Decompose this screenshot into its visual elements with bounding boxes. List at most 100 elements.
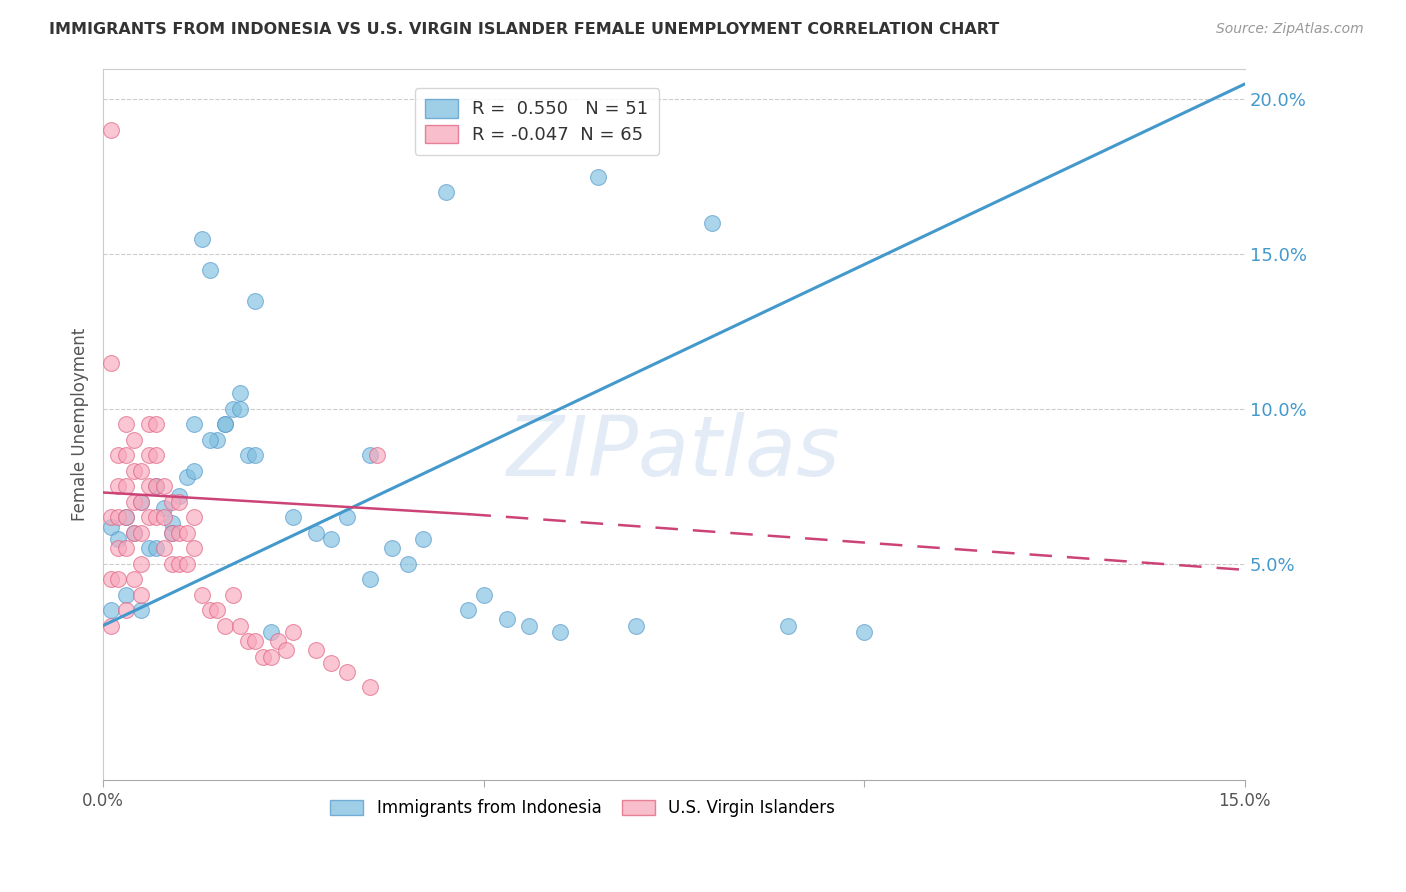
Point: [115, 603, 138, 617]
Point: [138, 541, 160, 556]
Point: [122, 572, 145, 586]
Point: [495, 612, 517, 626]
Point: [145, 417, 167, 432]
Point: [198, 603, 221, 617]
Point: [412, 532, 434, 546]
Point: [107, 541, 129, 556]
Point: [122, 525, 145, 540]
Point: [153, 500, 176, 515]
Point: [160, 557, 183, 571]
Point: [274, 643, 297, 657]
Point: [107, 510, 129, 524]
Point: [107, 532, 129, 546]
Point: [221, 588, 243, 602]
Point: [122, 525, 145, 540]
Point: [191, 588, 214, 602]
Point: [138, 417, 160, 432]
Point: [336, 665, 359, 679]
Point: [115, 588, 138, 602]
Point: [517, 618, 540, 632]
Point: [245, 634, 267, 648]
Point: [176, 525, 198, 540]
Point: [160, 525, 183, 540]
Point: [160, 495, 183, 509]
Point: [259, 649, 281, 664]
Point: [107, 479, 129, 493]
Point: [160, 525, 183, 540]
Point: [229, 401, 252, 416]
Point: [359, 572, 381, 586]
Point: [167, 495, 190, 509]
Point: [236, 448, 259, 462]
Point: [115, 510, 138, 524]
Point: [100, 123, 122, 137]
Point: [321, 532, 343, 546]
Y-axis label: Female Unemployment: Female Unemployment: [72, 327, 89, 521]
Point: [115, 541, 138, 556]
Point: [145, 541, 167, 556]
Point: [107, 448, 129, 462]
Point: [153, 541, 176, 556]
Point: [145, 479, 167, 493]
Point: [100, 618, 122, 632]
Point: [115, 510, 138, 524]
Point: [145, 479, 167, 493]
Point: [214, 417, 236, 432]
Point: [129, 603, 152, 617]
Point: [267, 634, 290, 648]
Point: [183, 510, 205, 524]
Point: [138, 479, 160, 493]
Point: [283, 624, 305, 639]
Point: [183, 464, 205, 478]
Point: [160, 516, 183, 531]
Point: [359, 448, 381, 462]
Point: [100, 572, 122, 586]
Point: [153, 510, 176, 524]
Point: [457, 603, 479, 617]
Point: [245, 448, 267, 462]
Point: [198, 433, 221, 447]
Point: [100, 510, 122, 524]
Point: [183, 541, 205, 556]
Point: [115, 479, 138, 493]
Point: [167, 557, 190, 571]
Point: [305, 525, 328, 540]
Point: [336, 510, 359, 524]
Point: [245, 293, 267, 308]
Point: [167, 525, 190, 540]
Point: [252, 649, 274, 664]
Point: [207, 433, 229, 447]
Point: [145, 510, 167, 524]
Point: [381, 541, 404, 556]
Point: [191, 232, 214, 246]
Text: IMMIGRANTS FROM INDONESIA VS U.S. VIRGIN ISLANDER FEMALE UNEMPLOYMENT CORRELATIO: IMMIGRANTS FROM INDONESIA VS U.S. VIRGIN…: [49, 22, 1000, 37]
Point: [176, 470, 198, 484]
Point: [107, 572, 129, 586]
Point: [122, 495, 145, 509]
Point: [129, 557, 152, 571]
Point: [129, 495, 152, 509]
Point: [138, 448, 160, 462]
Point: [778, 618, 800, 632]
Point: [100, 519, 122, 533]
Point: [100, 603, 122, 617]
Point: [207, 603, 229, 617]
Point: [396, 557, 419, 571]
Point: [167, 489, 190, 503]
Point: [129, 464, 152, 478]
Point: [472, 588, 495, 602]
Point: [183, 417, 205, 432]
Point: [283, 510, 305, 524]
Point: [129, 495, 152, 509]
Point: [115, 448, 138, 462]
Text: ZIPatlas: ZIPatlas: [508, 412, 841, 493]
Point: [221, 401, 243, 416]
Point: [548, 624, 571, 639]
Point: [853, 624, 876, 639]
Point: [176, 557, 198, 571]
Point: [145, 448, 167, 462]
Point: [236, 634, 259, 648]
Point: [100, 355, 122, 369]
Point: [198, 262, 221, 277]
Point: [259, 624, 281, 639]
